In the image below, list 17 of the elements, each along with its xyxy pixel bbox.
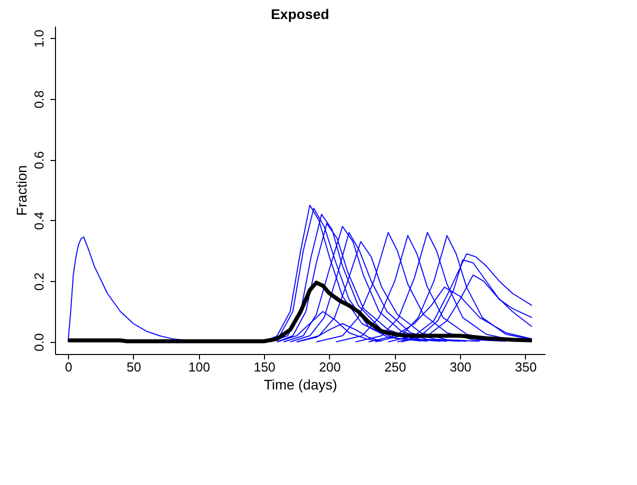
x-tick-label: 200 (319, 360, 341, 374)
x-tick-label: 100 (188, 360, 210, 374)
y-axis-title: Fraction (14, 165, 30, 216)
x-tick-label: 350 (515, 360, 537, 374)
x-tick-label: 250 (384, 360, 406, 374)
y-tick-label: 0.6 (32, 151, 46, 170)
y-tick-label: 0.0 (32, 333, 46, 352)
x-tick-label: 50 (126, 360, 142, 374)
y-tick-label: 0.4 (32, 212, 46, 230)
x-tick-label: 0 (64, 360, 72, 374)
y-tick-label: 0.8 (32, 90, 46, 108)
x-axis-title: Time (days) (264, 376, 338, 392)
y-tick-label: 1.0 (32, 30, 46, 48)
chart-title: Exposed (270, 6, 330, 22)
y-tick-label: 0.2 (32, 272, 46, 291)
x-tick-label: 300 (450, 360, 472, 374)
x-tick-label: 150 (254, 360, 276, 374)
